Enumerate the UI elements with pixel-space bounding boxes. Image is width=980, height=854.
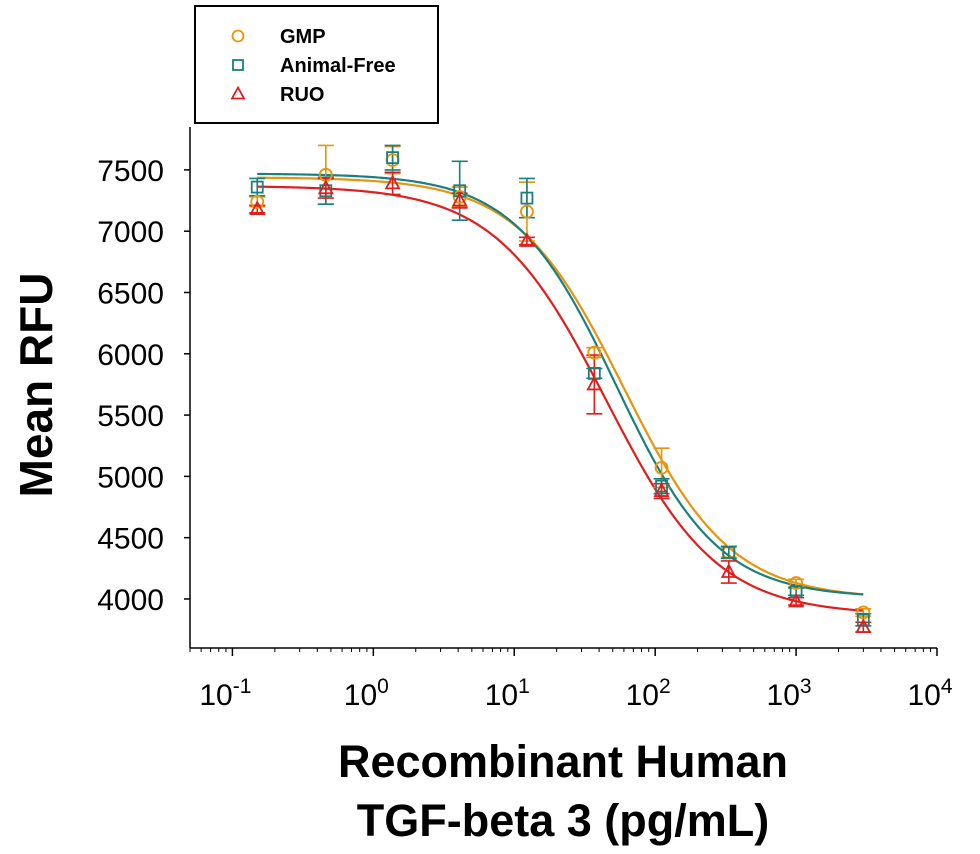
fit-curve-gmp <box>257 176 864 596</box>
data-point-ruo <box>518 232 535 247</box>
data-point-ruo <box>653 482 670 497</box>
legend-marker-ruo <box>230 85 246 100</box>
data-point-ruo <box>384 174 401 190</box>
x-tick-label: 100 <box>344 675 389 712</box>
error-bars <box>249 144 872 633</box>
x-axis-title-line-1: Recombinant Human <box>338 736 788 787</box>
data-point-ruo <box>855 618 872 634</box>
legend-marker-gmp <box>231 29 245 43</box>
legend-label-gmp: GMP <box>280 26 326 48</box>
legend-marker-animal-free <box>232 59 244 71</box>
fit-curve-animal-free <box>257 172 864 596</box>
data-point-ruo <box>317 179 334 195</box>
data-point-animal-free <box>722 545 736 559</box>
data-point-ruo <box>788 592 805 608</box>
x-tick-label: 103 <box>767 675 812 712</box>
data-point-animal-free <box>250 180 264 194</box>
data-point-ruo <box>249 200 266 216</box>
data-point-gmp <box>520 204 534 219</box>
data-point-animal-free <box>856 613 870 627</box>
data-point-ruo <box>451 191 468 207</box>
y-tick-label: 6000 <box>97 339 164 372</box>
x-tick-label: 104 <box>907 675 952 712</box>
y-tick-label: 5500 <box>97 400 164 433</box>
fit-curves <box>257 172 864 612</box>
x-axis-title-line-2: TGF-beta 3 (pg/mL) <box>357 795 769 846</box>
fit-curve-ruo <box>257 185 864 612</box>
y-tick-label: 7000 <box>97 216 164 249</box>
axes: 4000 4500 5000 5500 6000 6500 7000 7500 10-1 100 1… <box>97 127 953 712</box>
data-point-gmp <box>789 576 803 590</box>
y-tick-label: 5000 <box>97 461 164 494</box>
x-tick-label: 101 <box>485 675 530 712</box>
legend: GMP Animal-Free RUO <box>194 5 439 124</box>
legend-label-animal-free: Animal-Free <box>280 55 396 77</box>
y-tick-label: 7500 <box>97 155 164 188</box>
data-point-ruo <box>586 375 603 391</box>
data-point-animal-free <box>655 479 668 493</box>
data-point-animal-free <box>789 585 803 599</box>
x-tick-label: 102 <box>626 675 671 712</box>
data-point-gmp <box>587 345 602 360</box>
y-axis-title: Mean RFU <box>10 273 62 498</box>
data-point-gmp <box>250 194 265 209</box>
legend-label-ruo: RUO <box>280 84 324 106</box>
data-point-animal-free <box>520 191 534 205</box>
data-point-animal-free <box>386 151 400 165</box>
x-tick-label: 10-1 <box>199 675 251 712</box>
y-tick-label: 4000 <box>97 584 164 617</box>
legend-box <box>194 5 439 124</box>
data-point-animal-free <box>453 184 467 198</box>
data-point-gmp <box>654 460 669 475</box>
data-point-ruo <box>720 563 737 578</box>
data-points <box>249 151 872 634</box>
y-tick-label: 6500 <box>97 277 164 310</box>
y-tick-label: 4500 <box>97 523 164 556</box>
